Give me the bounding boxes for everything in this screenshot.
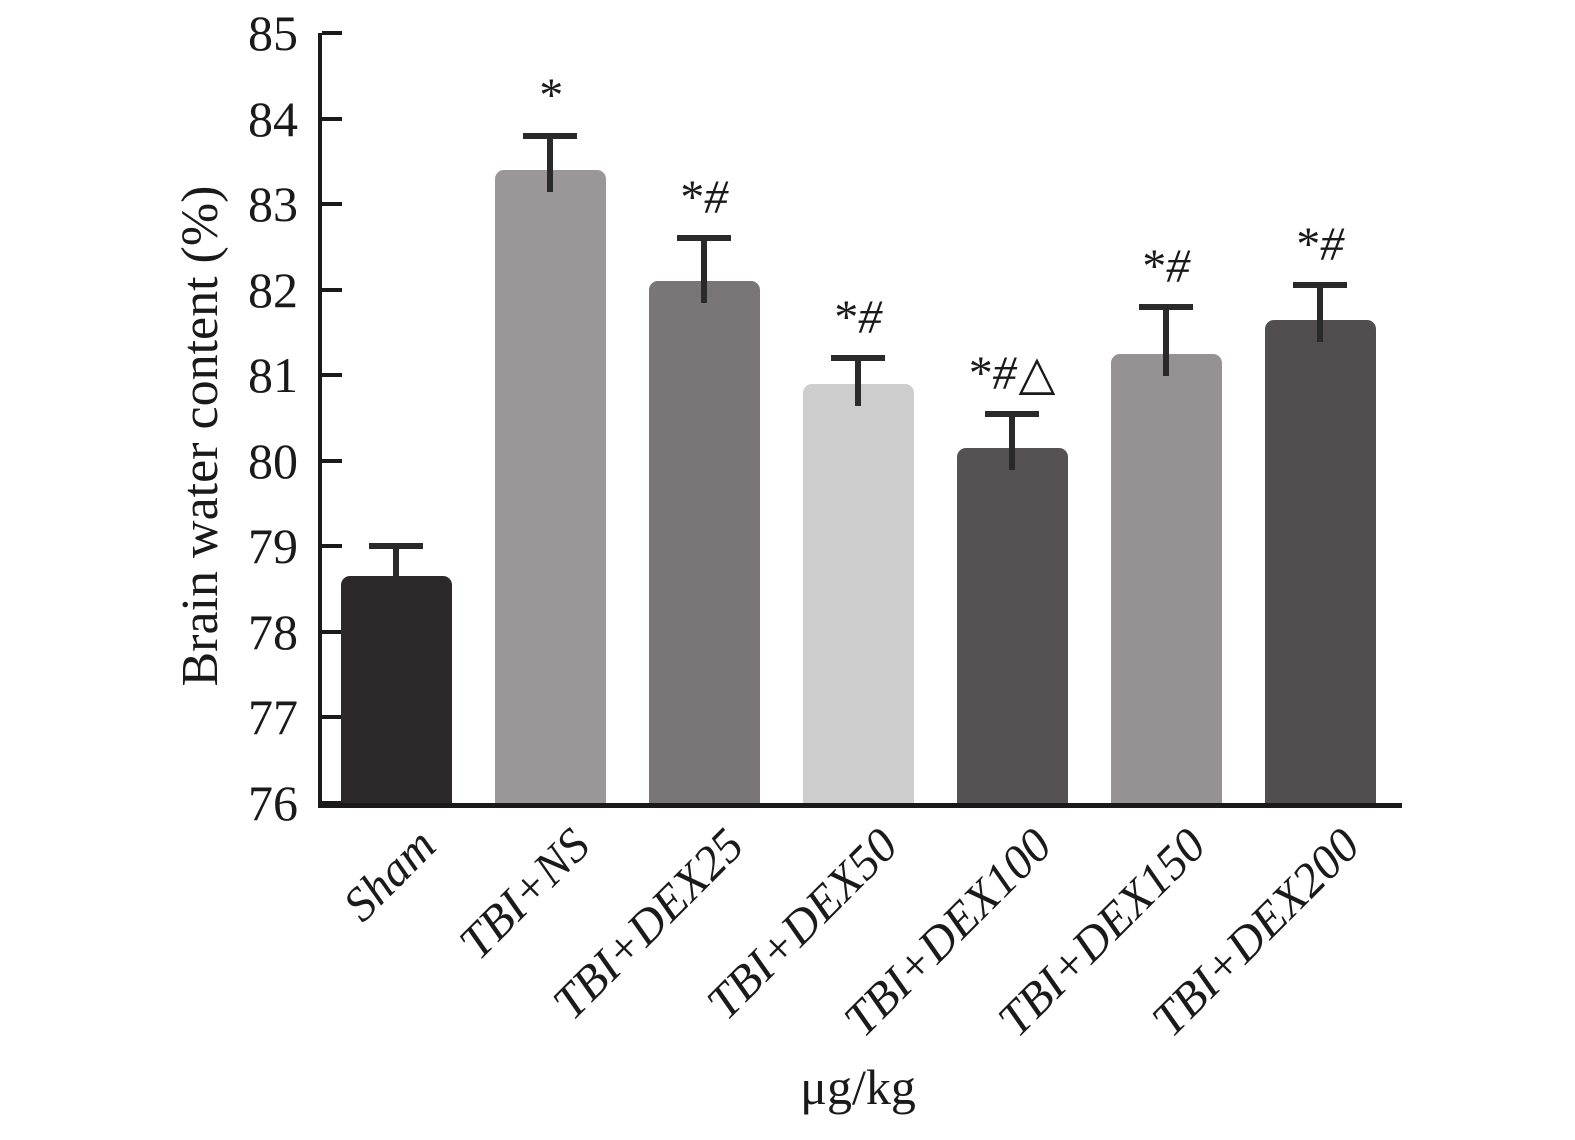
y-tick-81 xyxy=(322,373,342,378)
plot-area: 76 77 78 79 80 81 82 83 84 85 Sham * TBI+NS *# TBI+DEX… xyxy=(248,7,1402,1047)
y-tick-label-79: 79 xyxy=(248,518,298,575)
y-tick-label-82: 82 xyxy=(248,261,298,318)
significance-annotation-TBI+NS: * xyxy=(537,68,563,122)
significance-annotation-TBI+DEX150: *# xyxy=(1140,239,1192,293)
y-tick-label-84: 84 xyxy=(248,90,298,147)
error-bar-cap-TBI+DEX200 xyxy=(1293,282,1347,289)
y-tick-84 xyxy=(322,116,342,121)
y-tick-label-77: 77 xyxy=(248,689,298,746)
significance-annotation-TBI+DEX200: *# xyxy=(1294,218,1346,272)
y-tick-label-80: 80 xyxy=(248,432,298,489)
y-tick-label-85: 85 xyxy=(248,5,298,61)
error-bar-cap-TBI+NS xyxy=(523,132,577,139)
bar-TBI+DEX25 xyxy=(648,281,760,803)
bar-TBI+DEX150 xyxy=(1110,353,1222,803)
error-bar-cap-TBI+DEX100 xyxy=(985,410,1039,417)
y-tick-78 xyxy=(322,629,342,634)
significance-annotation-TBI+DEX100: *#△ xyxy=(966,346,1058,400)
bar-Sham xyxy=(340,576,452,803)
error-bar-cap-Sham xyxy=(369,543,423,550)
y-tick-85 xyxy=(322,31,342,35)
y-tick-label-78: 78 xyxy=(248,603,298,660)
y-tick-82 xyxy=(322,287,342,292)
y-tick-label-76: 76 xyxy=(248,775,298,831)
y-tick-76 xyxy=(322,801,342,805)
error-bar-stem-Sham xyxy=(393,549,399,599)
bar-TBI+DEX50 xyxy=(802,383,914,803)
error-bar-stem-TBI+DEX150 xyxy=(1163,309,1169,376)
error-bar-stem-TBI+DEX50 xyxy=(855,361,861,406)
y-tick-79 xyxy=(322,544,342,549)
y-tick-label-83: 83 xyxy=(248,176,298,233)
error-bar-stem-TBI+DEX100 xyxy=(1009,416,1015,470)
significance-annotation-TBI+DEX50: *# xyxy=(832,291,884,345)
bar-TBI+DEX200 xyxy=(1264,319,1376,803)
bar-TBI+NS xyxy=(494,169,606,803)
y-tick-label-81: 81 xyxy=(248,347,298,404)
error-bar-stem-TBI+DEX200 xyxy=(1317,288,1323,342)
y-tick-83 xyxy=(322,202,342,207)
y-tick-77 xyxy=(322,715,342,720)
bar-TBI+DEX100 xyxy=(956,447,1068,803)
error-bar-cap-TBI+DEX50 xyxy=(831,355,885,362)
y-tick-80 xyxy=(322,458,342,463)
error-bar-cap-TBI+DEX25 xyxy=(677,235,731,242)
error-bar-stem-TBI+DEX25 xyxy=(701,241,707,304)
x-axis-title: μg/kg xyxy=(800,1059,916,1115)
error-bar-cap-TBI+DEX150 xyxy=(1139,303,1193,310)
significance-annotation-TBI+DEX25: *# xyxy=(678,171,730,225)
error-bar-stem-TBI+NS xyxy=(547,138,553,192)
